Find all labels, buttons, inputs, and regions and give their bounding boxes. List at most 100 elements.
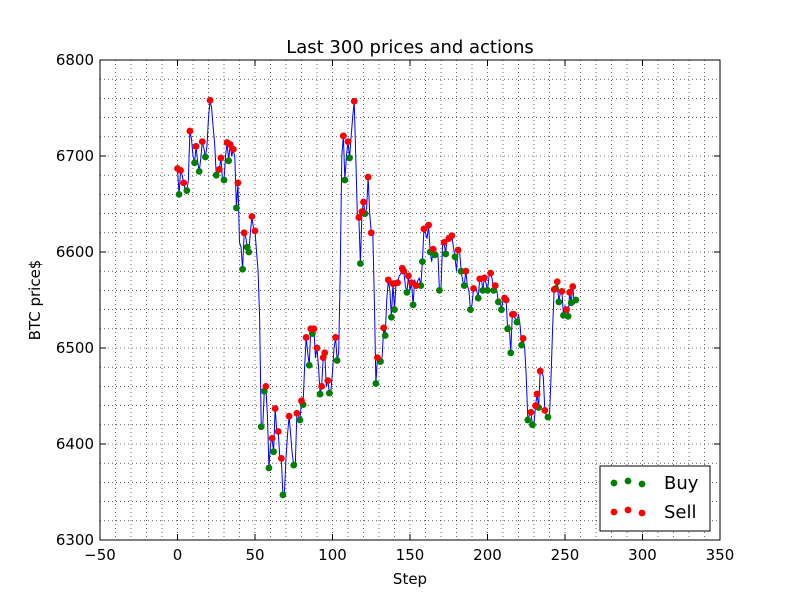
sell-point [550,286,558,293]
buy-point [479,287,487,294]
sell-point [536,367,544,375]
sell-point [198,138,206,146]
sell-point [569,283,577,290]
x-tick-label: −50 [84,546,116,564]
buy-point [346,154,353,162]
sell-point [425,221,432,229]
legend: Buy Sell [599,465,711,532]
buy-point [257,423,265,431]
x-tick-label: 100 [318,546,347,564]
x-tick-label: 300 [628,546,657,564]
buy-point [202,153,209,161]
legend-buy-marker [638,480,646,488]
legend-sell-marker [638,509,646,517]
buy-point [316,390,324,398]
buy-point [524,416,532,424]
sell-point [360,198,367,206]
buy-point [474,294,482,302]
sell-point [358,208,366,216]
sell-point [533,390,541,398]
sell-point [285,412,293,420]
buy-point [175,191,183,198]
buy-point [529,421,536,429]
y-tick-label: 6300 [56,531,94,549]
sell-point [268,434,276,442]
buy-point [564,312,572,320]
buy-point [403,288,411,296]
buy-point [191,159,198,167]
sell-point [400,267,408,275]
y-axis-label: BTC price$ [26,260,44,341]
sell-point [420,225,428,233]
sell-point [364,173,372,181]
y-tick-label: 6800 [56,51,94,69]
sell-point [405,272,412,280]
sell-point [271,405,279,412]
sell-point [186,127,194,135]
buy-point [305,361,313,369]
buy-point [195,167,203,175]
sell-point [251,227,259,235]
sell-point [192,143,200,150]
buy-point [388,313,395,321]
buy-point [296,416,304,424]
buy-point [494,298,502,306]
y-axis-ticks: 6300 6400 6500 6600 6700 6800 [56,51,720,549]
sell-point [462,267,470,275]
sell-point [527,408,535,416]
sell-point [502,296,510,304]
buy-point [183,187,191,194]
buy-point [409,301,417,309]
sell-point [412,282,420,289]
buy-point [279,491,287,499]
sell-point [332,334,339,341]
sell-point [367,229,375,237]
buy-point [333,357,341,364]
sell-point [318,383,326,390]
buy-point [457,267,465,275]
buy-point [357,260,364,267]
buy-point [451,253,459,261]
y-tick-label: 6600 [56,243,94,261]
sell-point [240,229,248,237]
buy-point [436,287,443,294]
buy-point [212,171,220,179]
sell-point [324,377,332,385]
sell-point [541,407,549,414]
x-tick-label: 0 [173,546,183,564]
legend-sell-label: Sell [664,502,697,523]
sell-point [374,354,381,361]
legend-sell-marker [610,508,618,516]
buy-point [513,318,521,326]
buy-point [372,380,380,387]
chart-title: Last 300 prices and actions [286,37,534,58]
buy-point [484,287,491,294]
sell-point [355,214,363,221]
buy-point [572,296,580,304]
legend-box [599,465,711,532]
grid [100,60,720,540]
sell-point [274,428,282,435]
buy-point [290,461,298,469]
buy-point [220,176,228,184]
sell-point [448,232,456,240]
buy-point [498,306,505,313]
buy-point [544,413,552,421]
sell-point [302,334,310,341]
sell-point [226,141,234,148]
buy-point [245,248,253,256]
sell-point [454,246,462,254]
x-tick-label: 150 [396,546,425,564]
sell-point [519,335,527,342]
sell-point [248,213,256,220]
sell-point [510,311,518,318]
sell-point [553,278,561,286]
legend-buy-label: Buy [664,473,699,494]
sell-point [429,245,437,253]
sell-point [491,282,499,289]
legend-sell-markers [610,506,646,517]
sell-point [293,409,301,417]
sell-point [350,97,358,105]
sell-point [180,179,188,187]
x-axis-ticks: −50 0 50 100 150 200 250 300 350 [84,60,734,564]
